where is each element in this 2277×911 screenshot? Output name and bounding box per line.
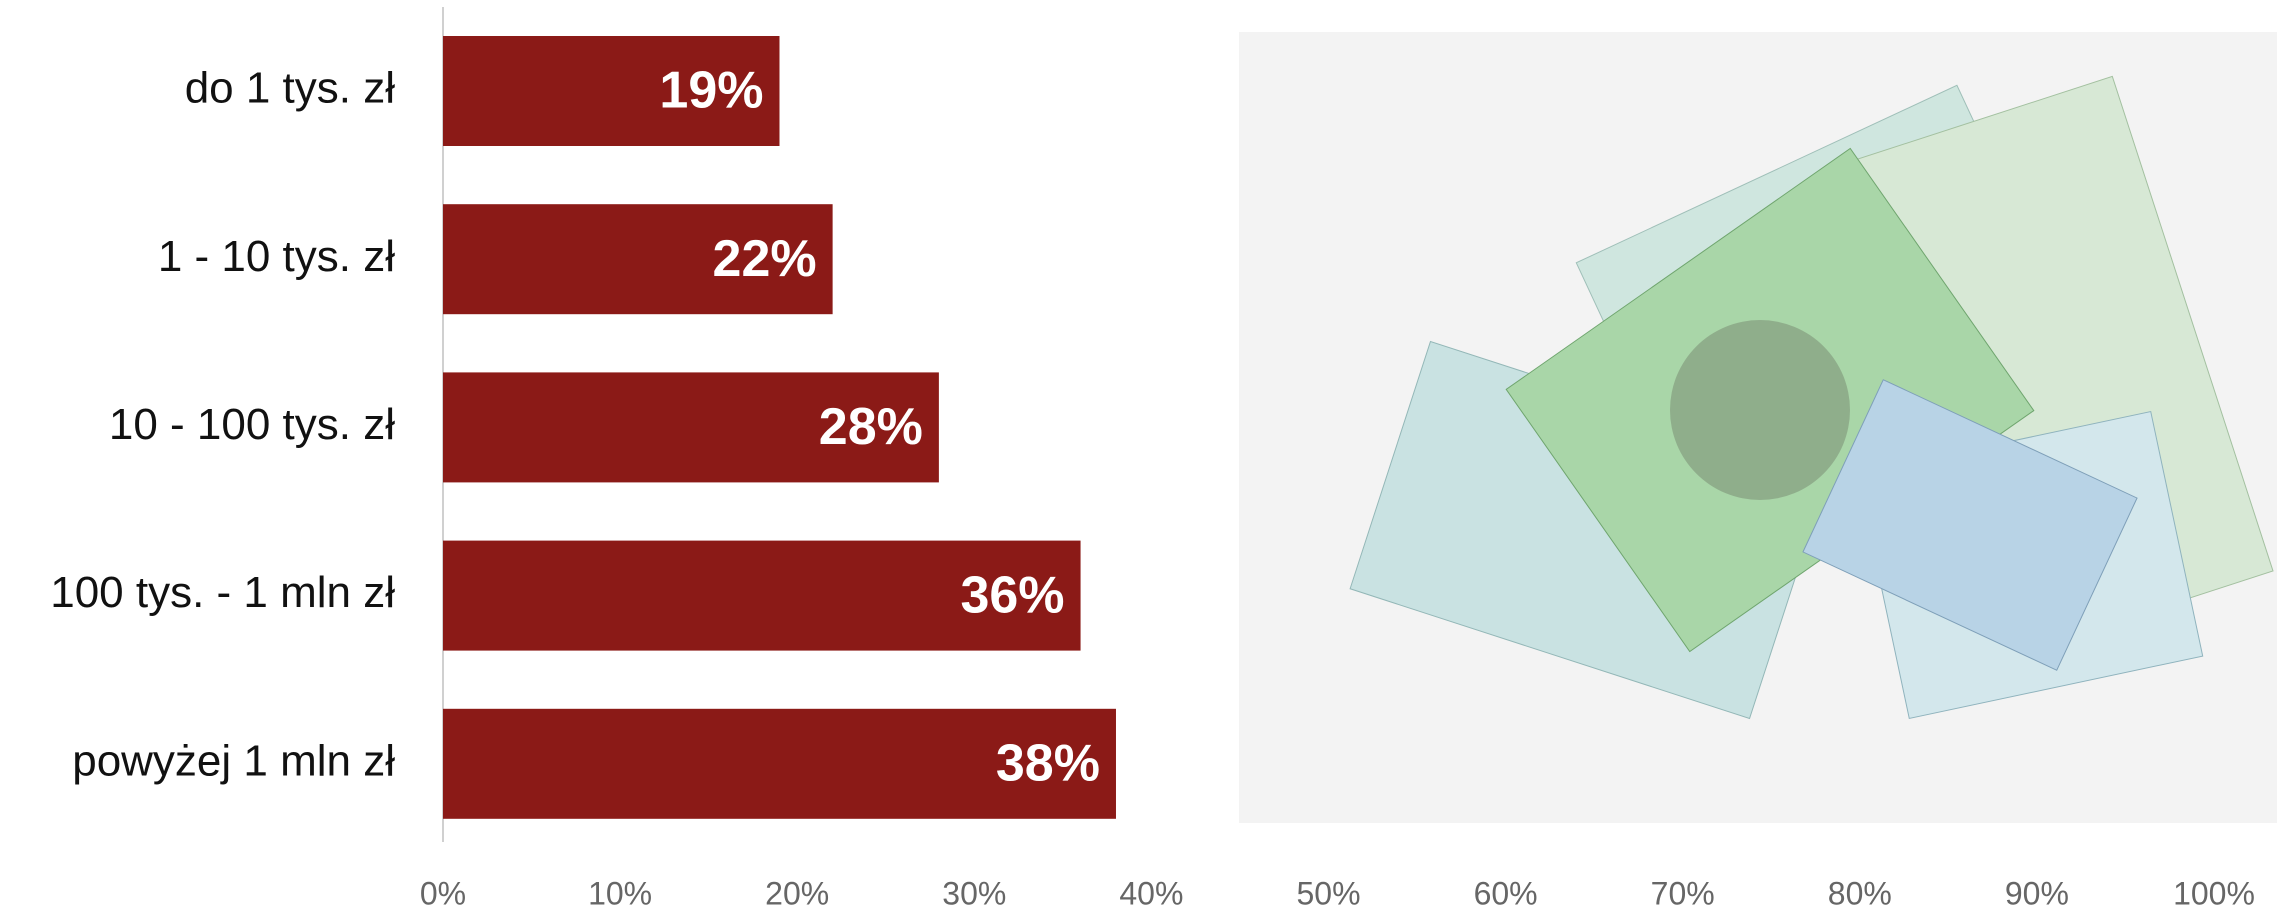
x-tick-label: 20% xyxy=(765,875,829,911)
bar xyxy=(443,540,1081,651)
bar xyxy=(443,708,1116,819)
value-label: 36% xyxy=(960,566,1064,624)
x-tick-label: 80% xyxy=(1828,875,1892,911)
x-tick-label: 0% xyxy=(420,875,466,911)
x-tick-label: 10% xyxy=(588,875,652,911)
x-tick-label: 40% xyxy=(1119,875,1183,911)
banknotes-photo xyxy=(1239,32,2277,823)
bar xyxy=(443,204,833,315)
x-tick-label: 100% xyxy=(2173,875,2255,911)
value-label: 19% xyxy=(659,62,763,120)
category-label: 10 - 100 tys. zł xyxy=(109,400,395,449)
value-label: 28% xyxy=(819,398,923,456)
x-tick-label: 30% xyxy=(942,875,1006,911)
category-label: powyżej 1 mln zł xyxy=(72,736,395,785)
category-label: 1 - 10 tys. zł xyxy=(158,232,395,281)
bar xyxy=(443,36,780,146)
x-tick-label: 60% xyxy=(1474,875,1538,911)
category-label: do 1 tys. zł xyxy=(185,64,396,113)
x-tick-label: 90% xyxy=(2005,875,2069,911)
x-tick-label: 50% xyxy=(1296,875,1360,911)
category-label: 100 tys. - 1 mln zł xyxy=(50,568,395,617)
bar xyxy=(443,372,939,483)
portrait xyxy=(1670,320,1850,500)
value-label: 38% xyxy=(996,735,1100,793)
banknote xyxy=(1802,379,2138,671)
x-tick-label: 70% xyxy=(1651,875,1715,911)
value-label: 22% xyxy=(713,230,817,288)
